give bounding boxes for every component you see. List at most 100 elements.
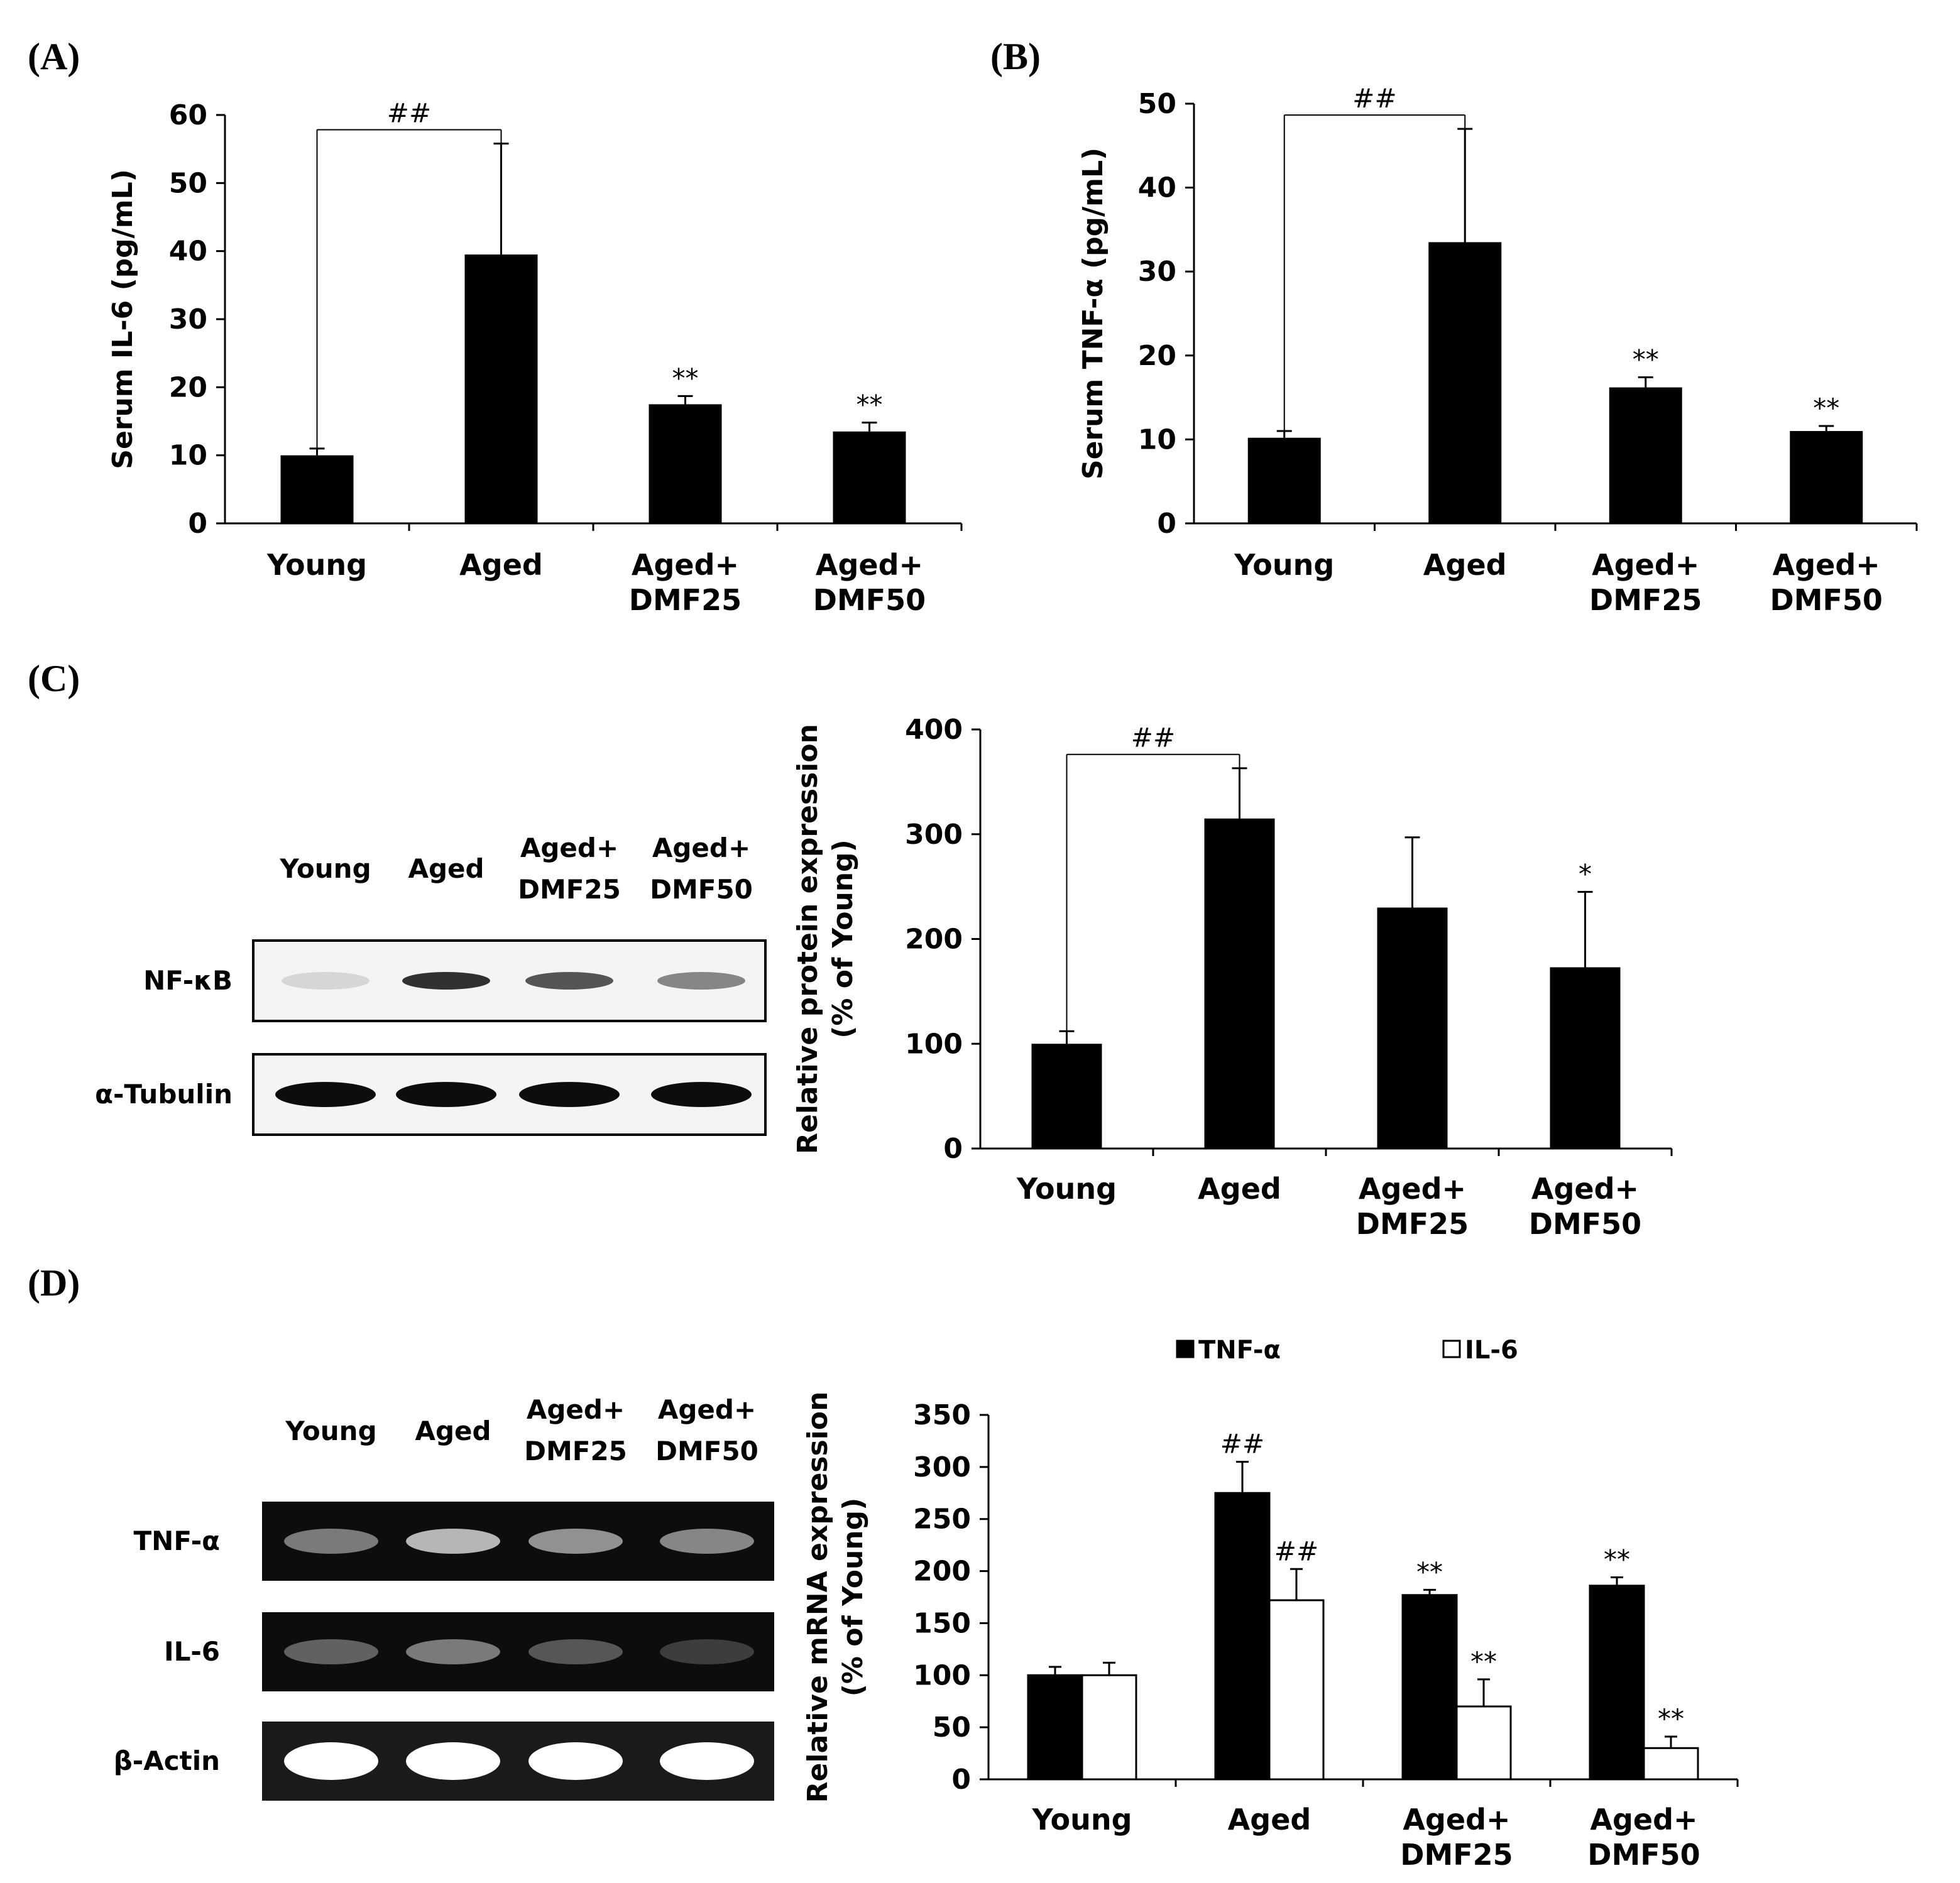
gel-band: [406, 1639, 500, 1664]
y-tick-label: 50: [1138, 88, 1176, 120]
category-label: Aged+: [632, 548, 739, 582]
y-axis-label: Relative protein expression: [792, 724, 824, 1154]
bar: [1377, 907, 1448, 1149]
lane-label: DMF25: [518, 874, 621, 905]
category-label: Aged: [1423, 548, 1507, 582]
bar: [280, 455, 354, 523]
bar: [649, 404, 722, 523]
gel-row-label: TNF-α: [134, 1526, 220, 1556]
y-tick-label: 60: [169, 99, 207, 131]
y-tick-label: 40: [1138, 172, 1176, 204]
gel-strip: [262, 1612, 774, 1691]
panel-label-b: (B): [990, 36, 1041, 77]
gel-band: [660, 1639, 754, 1664]
gel-band: [406, 1529, 500, 1554]
gel-band: [406, 1742, 500, 1780]
significance-label: **: [1633, 344, 1659, 375]
bar-tnf: [1214, 1492, 1271, 1781]
significance-label: ##: [1274, 1536, 1318, 1566]
y-axis-label: Serum IL-6 (pg/mL): [107, 169, 139, 469]
blot-band: [525, 972, 613, 990]
blot-band: [519, 1082, 620, 1107]
lane-label: Aged+: [520, 832, 618, 863]
significance-label: **: [1470, 1646, 1497, 1677]
blot-band: [651, 1082, 752, 1107]
bar-tnf: [1589, 1585, 1645, 1781]
bar: [1247, 437, 1321, 523]
y-tick-label: 0: [1157, 508, 1176, 540]
y-tick-label: 250: [913, 1504, 971, 1536]
bar: [1031, 1044, 1102, 1149]
bracket-label: ##: [1352, 83, 1396, 114]
legend-swatch: [1442, 1340, 1461, 1358]
category-label: Young: [1016, 1172, 1117, 1206]
blot-band: [275, 1082, 376, 1107]
category-label: Young: [266, 548, 367, 582]
lane-label: Aged+: [652, 832, 750, 863]
category-label: Aged+: [1531, 1172, 1639, 1206]
gel-row-label: IL-6: [164, 1636, 220, 1667]
category-label: Aged+: [1592, 548, 1699, 582]
panel-label-a: (A): [28, 36, 80, 77]
blot-strip: [252, 939, 767, 1022]
bar-il6: [1455, 1705, 1512, 1781]
category-label: Aged+: [1403, 1803, 1510, 1837]
category-label: Aged+: [1773, 548, 1880, 582]
y-tick-label: 40: [169, 236, 207, 268]
y-tick-label: 30: [169, 303, 207, 336]
y-axis-label: (% of Young): [837, 1498, 869, 1697]
gel-band: [284, 1742, 378, 1780]
blot-row-label: α-Tubulin: [95, 1079, 233, 1110]
lane-label: DMF50: [650, 874, 753, 905]
lane-label: Aged: [415, 1416, 491, 1446]
significance-label: **: [1416, 1556, 1443, 1587]
lane-label: Young: [285, 1416, 376, 1446]
lane-label: Aged+: [658, 1394, 756, 1425]
lane-label: Young: [279, 853, 371, 884]
gel-band: [660, 1742, 754, 1780]
gel-band: [284, 1529, 378, 1554]
y-axis-label: Relative mRNA expression: [802, 1392, 834, 1803]
blot-band: [396, 1082, 496, 1107]
gel-band: [284, 1639, 378, 1664]
category-label: DMF50: [1529, 1207, 1641, 1241]
category-label: DMF25: [629, 583, 742, 617]
y-tick-label: 0: [951, 1764, 971, 1796]
y-tick-label: 20: [1138, 340, 1176, 372]
significance-label: **: [1658, 1703, 1684, 1734]
y-tick-label: 300: [905, 819, 963, 851]
y-tick-label: 150: [913, 1607, 971, 1639]
y-tick-label: 50: [933, 1711, 971, 1744]
legend-label: IL-6: [1465, 1336, 1518, 1365]
panel-label-c: (C): [28, 658, 80, 699]
rt-pcr-gel-d: Young Aged Aged+ DMF25 Aged+ DMF50 TNF-α IL-6 β-…: [114, 1394, 774, 1801]
y-tick-label: 400: [905, 714, 963, 746]
bar: [1204, 818, 1275, 1149]
category-label: DMF50: [813, 583, 926, 617]
gel-band: [528, 1529, 623, 1554]
bar-tnf: [1401, 1594, 1458, 1781]
y-tick-label: 30: [1138, 256, 1176, 288]
lane-label: DMF25: [524, 1436, 627, 1466]
y-tick-label: 200: [913, 1556, 971, 1588]
bar: [464, 254, 538, 523]
category-label: DMF25: [1356, 1207, 1469, 1241]
category-label: Aged+: [1590, 1803, 1697, 1837]
bracket-label: ##: [387, 98, 431, 129]
category-label: Young: [1234, 548, 1334, 582]
y-tick-label: 100: [905, 1028, 963, 1060]
lane-label: DMF50: [655, 1436, 758, 1466]
category-label: Aged: [1228, 1803, 1311, 1837]
gel-band: [660, 1529, 754, 1554]
significance-label: ##: [1220, 1429, 1264, 1460]
y-tick-label: 300: [913, 1451, 971, 1483]
significance-label: **: [857, 390, 883, 420]
western-blot-c: Young Aged Aged+ DMF25 Aged+ DMF50 NF-κB α-Tubu…: [95, 832, 767, 1136]
bar: [1790, 431, 1863, 523]
gel-band: [528, 1742, 623, 1780]
blot-row-label: NF-κB: [143, 965, 233, 996]
y-tick-label: 50: [169, 167, 207, 199]
y-axis-label: (% of Young): [827, 839, 859, 1039]
